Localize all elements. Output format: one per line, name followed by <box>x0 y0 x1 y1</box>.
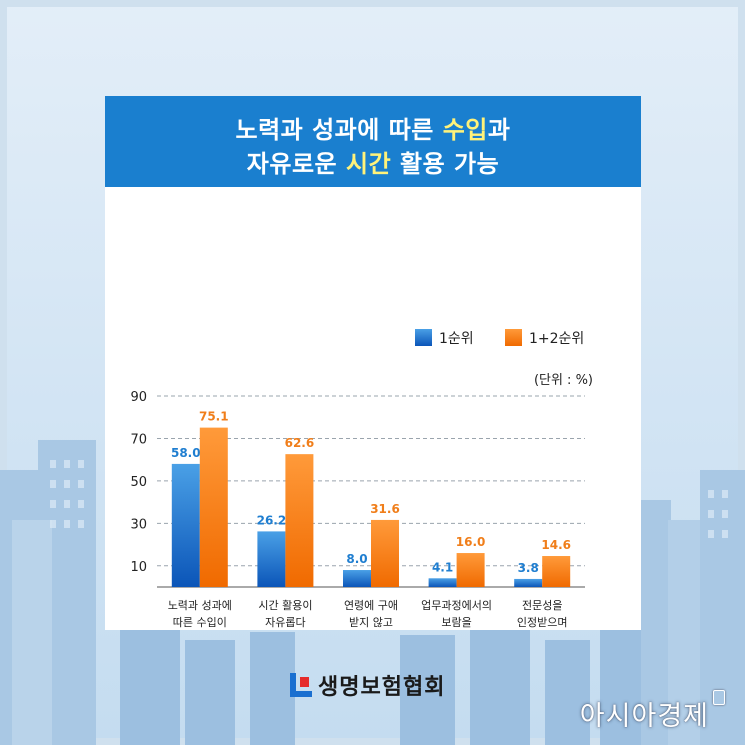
x-category-label: 받지 않고 <box>349 616 393 629</box>
x-category-label: 연령에 구애 <box>344 599 398 612</box>
logo-text: 생명보험협회 <box>318 675 446 700</box>
y-tick-label: 70 <box>130 432 147 447</box>
data-label-series-2: 75.1 <box>199 410 229 424</box>
bar-series-2 <box>542 556 571 587</box>
y-tick-label: 50 <box>130 475 147 490</box>
x-category-label: 따른 수입이 <box>173 616 227 629</box>
title-text: 과 <box>487 116 511 144</box>
legend-swatch-series-1 <box>415 329 432 346</box>
title-line-1: 노력과 성과에 따른 수입과 <box>105 110 641 145</box>
x-category-label: 업무과정에서의 <box>421 599 492 612</box>
bar-series-1 <box>428 578 457 587</box>
legend-label-series-2: 1+2순위 <box>529 331 584 347</box>
y-tick-label: 30 <box>130 517 147 532</box>
bar-series-1 <box>343 570 371 587</box>
data-label-series-2: 62.6 <box>285 436 315 450</box>
title-line-2: 자유로운 시간 활용 가능 <box>105 144 641 179</box>
bar-series-2 <box>456 553 485 587</box>
x-category-label: 자유롭다 <box>265 616 305 629</box>
card-header: 노력과 성과에 따른 수입과 자유로운 시간 활용 가능 <box>105 96 641 187</box>
x-category-label: 보람을 <box>441 616 471 629</box>
y-tick-label: 90 <box>130 390 147 405</box>
title-text: 노력과 성과에 따른 <box>235 116 443 144</box>
bar-series-2 <box>285 454 314 587</box>
bar-series-2 <box>371 519 399 587</box>
bar-series-2 <box>199 427 228 587</box>
data-label-series-1: 26.2 <box>257 513 287 527</box>
bar-series-1 <box>171 463 200 587</box>
x-category-label: 전문성을 <box>522 599 562 612</box>
unit-label: (단위 : %) <box>534 373 593 388</box>
title-text: 자유로운 <box>246 150 346 178</box>
infographic-card: 노력과 성과에 따른 수입과 자유로운 시간 활용 가능 1순위 1+2순위 (단위… <box>105 96 641 630</box>
data-label-series-2: 16.0 <box>456 535 486 549</box>
data-label-series-1: 58.0 <box>171 446 201 460</box>
klia-logo: 생명보험협회 <box>290 668 445 702</box>
title-text: 활용 가능 <box>391 150 500 178</box>
data-label-series-1: 8.0 <box>346 552 367 566</box>
title-highlight: 시간 <box>345 150 392 178</box>
x-category-label: 인정받으며 <box>517 616 568 629</box>
y-tick-label: 10 <box>130 560 147 575</box>
logo-mark-icon <box>290 673 312 697</box>
x-category-label: 시간 활용이 <box>258 598 312 612</box>
legend-label-series-1: 1순위 <box>439 331 474 347</box>
bar-series-1 <box>257 531 286 587</box>
data-label-series-2: 31.6 <box>370 502 400 516</box>
data-label-series-1: 3.8 <box>518 561 539 575</box>
watermark-mark-icon <box>713 690 725 705</box>
legend-swatch-series-2 <box>505 329 522 346</box>
bar-series-1 <box>514 578 543 587</box>
bar-chart: 1순위 1+2순위 (단위 : %) 10 30 50 70 90 58.0 75.1 노력과 성과… <box>130 329 593 629</box>
watermark: 아시아경제 <box>579 701 709 732</box>
data-label-series-1: 4.1 <box>432 560 453 574</box>
title-highlight: 수입 <box>442 116 488 144</box>
x-category-label: 노력과 성과에 <box>168 599 232 612</box>
data-label-series-2: 14.6 <box>541 538 571 552</box>
